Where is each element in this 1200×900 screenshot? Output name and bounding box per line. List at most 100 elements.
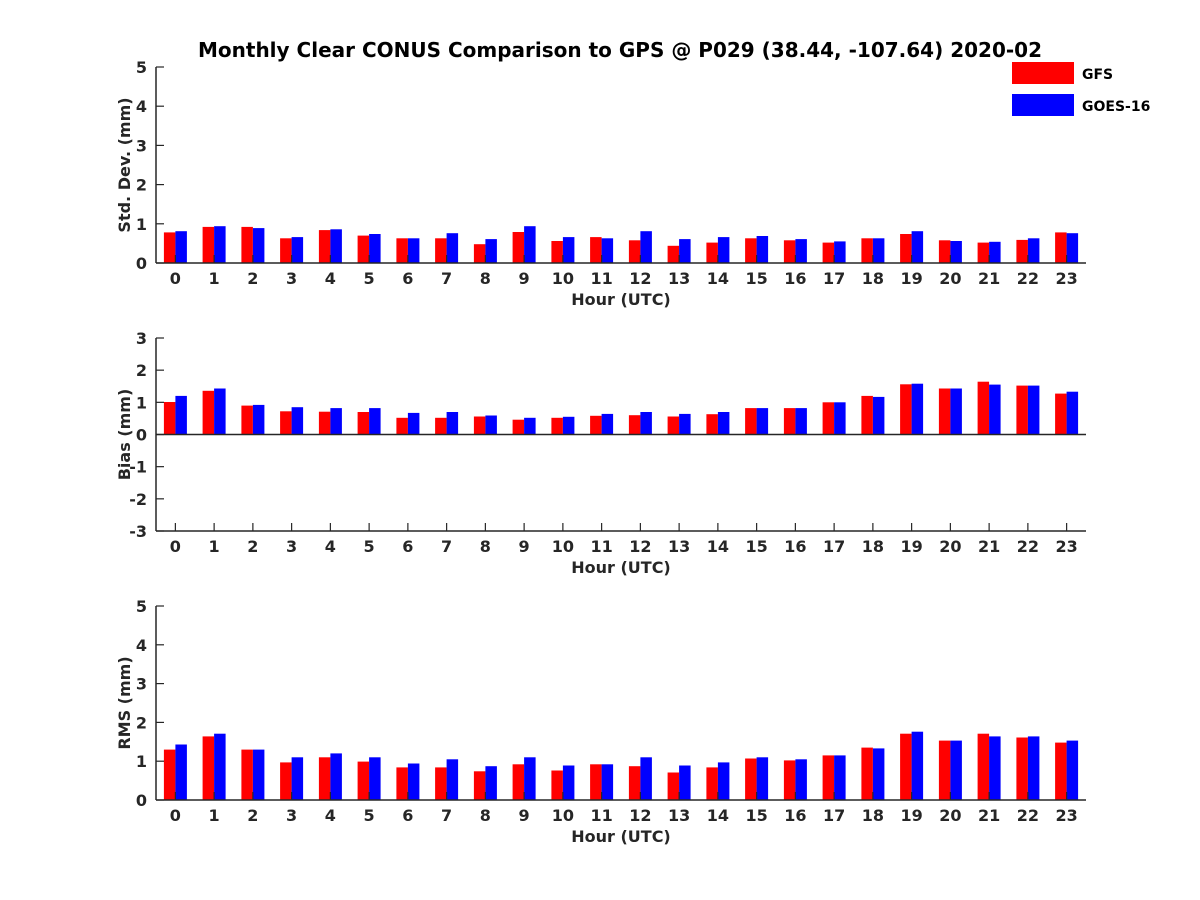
bar-goes16-hour-17 (834, 241, 846, 263)
bar-gfs-hour-17 (822, 755, 835, 800)
bar-gfs-hour-12 (628, 415, 641, 435)
bar-gfs-hour-2 (241, 749, 253, 800)
bar-gfs-hour-15 (745, 758, 757, 800)
x-tick-label: 14 (707, 806, 729, 825)
bar-gfs-hour-18 (861, 238, 873, 263)
bar-gfs-hour-8 (473, 771, 486, 800)
x-tick-label: 4 (325, 537, 336, 556)
bar-gfs-hour-0 (163, 402, 176, 435)
x-tick-label: 6 (402, 537, 413, 556)
bar-gfs-hour-12 (628, 240, 641, 263)
x-tick-label: 5 (364, 269, 375, 288)
bar-gfs-hour-21 (977, 242, 990, 263)
bar-goes16-hour-13 (679, 239, 691, 263)
bar-gfs-hour-22 (1016, 385, 1028, 435)
bar-goes16-hour-10 (562, 237, 575, 263)
x-tick-label: 19 (900, 537, 922, 556)
legend-label-gfs: GFS (1082, 67, 1113, 83)
bar-gfs-hour-13 (667, 772, 680, 800)
bar-goes16-hour-8 (485, 239, 497, 263)
bar-goes16-hour-13 (679, 413, 691, 435)
x-tick-label: 19 (900, 269, 922, 288)
bar-goes16-hour-7 (446, 412, 459, 435)
y-tick-label: 1 (136, 752, 147, 771)
bar-gfs-hour-18 (861, 395, 873, 435)
bar-goes16-hour-6 (407, 412, 420, 435)
bar-gfs-hour-15 (745, 408, 757, 435)
bar-gfs-hour-0 (163, 749, 176, 800)
y-tick-label: 5 (136, 597, 147, 616)
x-tick-label: 3 (286, 269, 297, 288)
bar-goes16-hour-18 (872, 396, 885, 435)
bar-goes16-hour-11 (601, 413, 614, 435)
x-tick-label: 18 (862, 537, 884, 556)
bar-goes16-hour-4 (330, 753, 342, 800)
bar-gfs-hour-12 (628, 766, 641, 800)
bar-goes16-hour-18 (872, 238, 885, 263)
bar-goes16-hour-23 (1066, 391, 1079, 435)
bar-goes16-hour-22 (1027, 238, 1040, 263)
bar-gfs-hour-7 (435, 417, 447, 435)
bar-goes16-hour-16 (795, 239, 807, 263)
legend-swatch-goes16 (1012, 94, 1074, 116)
bar-gfs-hour-17 (822, 242, 835, 263)
x-tick-label: 22 (1017, 537, 1039, 556)
x-tick-label: 13 (668, 806, 690, 825)
bar-goes16-hour-22 (1027, 385, 1040, 435)
x-tick-label: 2 (247, 537, 258, 556)
bar-gfs-hour-3 (280, 238, 292, 263)
bar-gfs-hour-10 (551, 770, 563, 800)
x-tick-label: 3 (286, 806, 297, 825)
bar-gfs-hour-9 (512, 764, 525, 800)
bar-goes16-hour-4 (330, 229, 342, 263)
x-tick-label: 20 (939, 806, 961, 825)
y-tick-label: 5 (136, 58, 147, 77)
bar-gfs-hour-20 (938, 740, 951, 800)
bar-goes16-hour-1 (214, 226, 226, 263)
bar-goes16-hour-7 (446, 233, 459, 263)
bar-gfs-hour-20 (938, 388, 951, 435)
bar-gfs-hour-22 (1016, 239, 1028, 263)
x-tick-label: 0 (170, 269, 181, 288)
bar-goes16-hour-5 (369, 757, 381, 800)
x-tick-label: 7 (441, 269, 452, 288)
y-tick-label: -3 (129, 522, 147, 541)
x-tick-label: 20 (939, 269, 961, 288)
x-tick-label: 11 (590, 537, 612, 556)
x-tick-label: 9 (519, 269, 530, 288)
bar-goes16-hour-15 (756, 757, 769, 800)
bar-gfs-hour-23 (1055, 232, 1067, 263)
bar-goes16-hour-10 (562, 416, 575, 435)
bar-goes16-hour-21 (989, 736, 1001, 800)
y-tick-label: 2 (136, 176, 147, 195)
bar-gfs-hour-0 (163, 232, 176, 263)
y-tick-label: 1 (136, 215, 147, 234)
y-tick-label: 3 (136, 675, 147, 694)
bar-gfs-hour-19 (900, 384, 912, 435)
bar-goes16-hour-9 (524, 757, 536, 800)
x-axis-label: Hour (UTC) (571, 558, 671, 577)
bar-goes16-hour-17 (834, 402, 846, 435)
bar-gfs-hour-22 (1016, 737, 1028, 800)
x-tick-label: 18 (862, 269, 884, 288)
x-tick-label: 7 (441, 537, 452, 556)
x-tick-label: 14 (707, 269, 729, 288)
x-tick-label: 16 (784, 537, 806, 556)
bar-goes16-hour-0 (175, 231, 187, 263)
y-tick-label: 4 (136, 97, 147, 116)
bar-gfs-hour-5 (357, 412, 370, 435)
bar-goes16-hour-10 (562, 765, 575, 800)
y-tick-label: 3 (136, 329, 147, 348)
x-tick-label: 19 (900, 806, 922, 825)
x-tick-label: 6 (402, 806, 413, 825)
bar-gfs-hour-2 (241, 226, 253, 263)
bar-gfs-hour-10 (551, 241, 563, 263)
x-tick-label: 23 (1055, 269, 1077, 288)
bar-goes16-hour-20 (950, 388, 962, 435)
legend-swatch-gfs (1012, 62, 1074, 84)
x-tick-label: 10 (552, 806, 574, 825)
bar-gfs-hour-11 (590, 237, 602, 263)
bar-goes16-hour-18 (872, 748, 885, 800)
x-tick-label: 17 (823, 537, 845, 556)
x-tick-label: 1 (209, 806, 220, 825)
